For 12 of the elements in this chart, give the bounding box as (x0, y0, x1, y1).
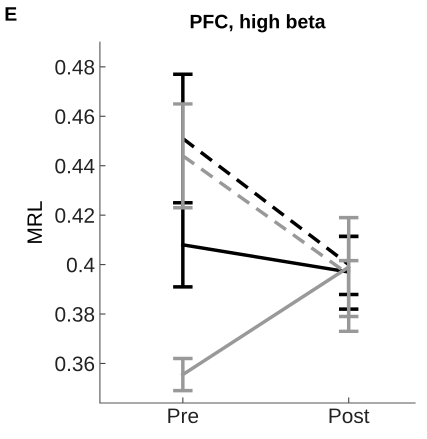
y-tick-label: 0.48 (55, 60, 94, 75)
y-tick-label: 0.44 (55, 158, 94, 174)
y-tick-label: 0.36 (55, 356, 94, 372)
y-tick-label: 0.4 (66, 258, 94, 272)
x-tick-label: Pre (168, 408, 198, 424)
y-tick-label: 0.38 (55, 307, 94, 322)
y-tick-label: 0.46 (55, 109, 94, 124)
text: E (6, 7, 16, 21)
chart-title: PFC, high beta (190, 14, 326, 32)
y-axis-title: MRL (28, 201, 42, 243)
x-tick-label: Post (330, 408, 370, 424)
y-tick-label: 0.42 (55, 208, 94, 223)
